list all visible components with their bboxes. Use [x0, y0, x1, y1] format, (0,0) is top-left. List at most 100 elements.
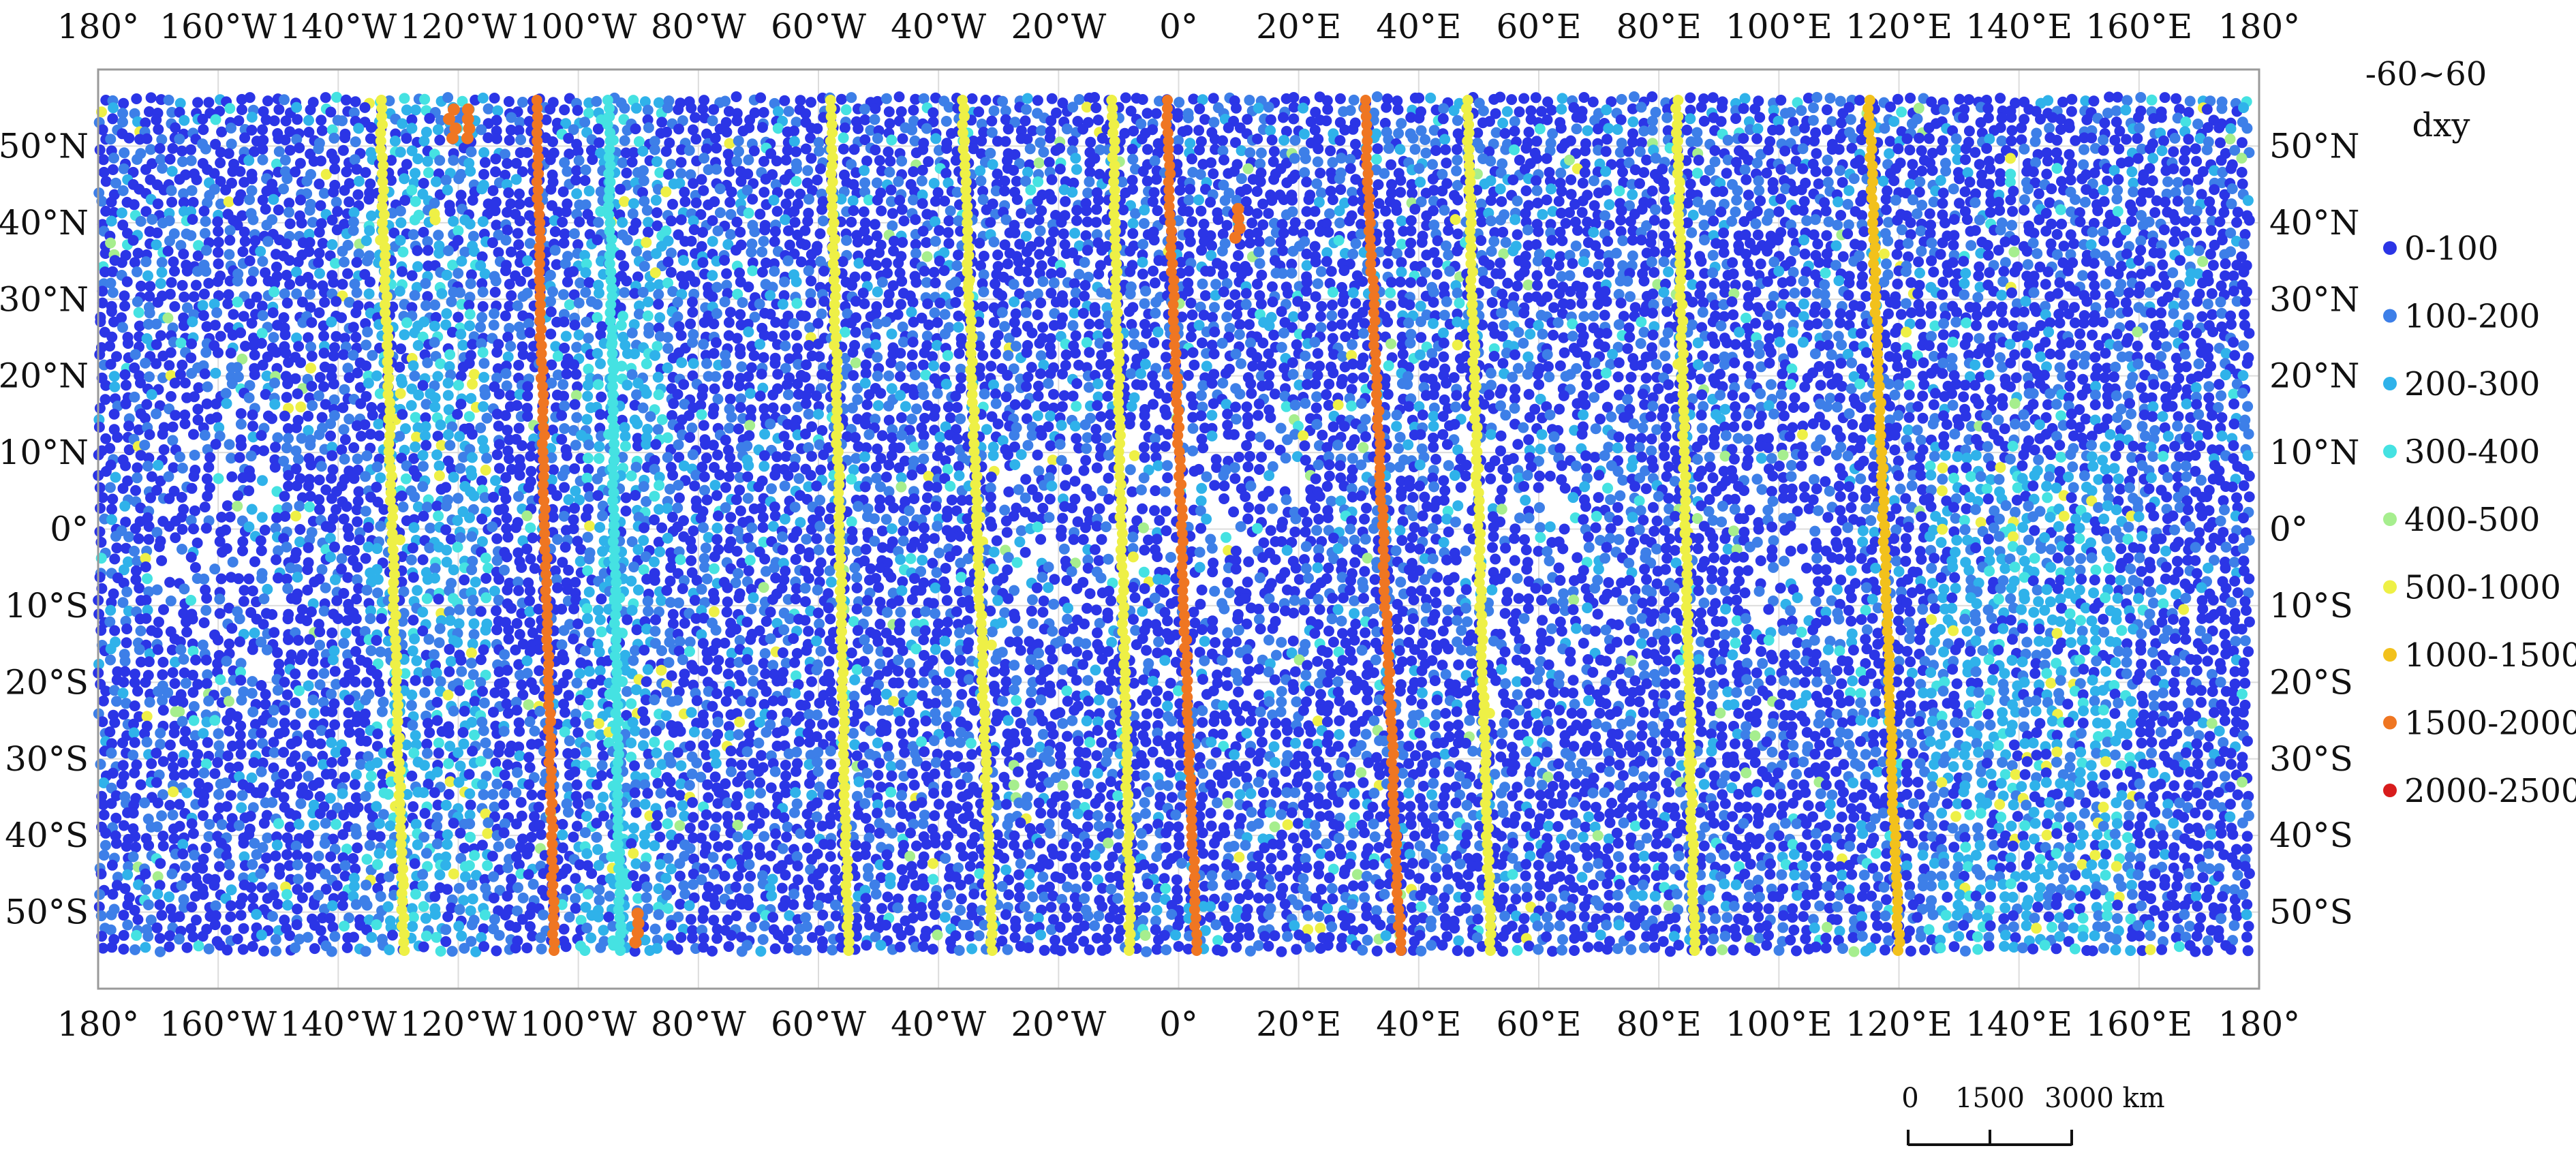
data-dot [2184, 275, 2196, 287]
data-dot [1027, 125, 1039, 136]
data-dot [1236, 358, 1246, 369]
data-dot [1845, 114, 1856, 125]
data-dot [1544, 175, 1556, 187]
data-dot [1197, 94, 1208, 106]
data-dot [2074, 328, 2085, 339]
data-dot [503, 96, 515, 107]
data-dot [1185, 331, 1197, 343]
data-dot [1617, 166, 1628, 178]
data-dot [1960, 154, 1971, 166]
data-dot [412, 245, 423, 256]
data-dot [2062, 265, 2074, 277]
data-dot [1830, 240, 1842, 251]
data-dot [1182, 125, 1193, 136]
data-dot [1969, 225, 1981, 236]
data-dot [1578, 92, 1590, 103]
data-dot [2179, 166, 2191, 177]
data-dot [464, 320, 476, 332]
data-dot [1913, 256, 1925, 268]
data-dot [1196, 245, 1208, 256]
data-dot [2064, 337, 2075, 348]
data-dot [999, 321, 1011, 333]
data-dot [1152, 205, 1163, 217]
data-dot [1545, 219, 1557, 230]
data-dot [477, 286, 489, 298]
data-dot [1011, 326, 1022, 338]
data-dot [306, 350, 318, 362]
data-dot [1923, 340, 1935, 352]
data-dot [2132, 153, 2144, 164]
data-dot [1251, 208, 1263, 219]
data-dot [1704, 165, 1715, 176]
data-dot [2238, 340, 2250, 352]
data-dot [1592, 166, 1604, 178]
data-dot [1661, 306, 1673, 318]
data-dot [1914, 176, 1926, 187]
data-dot [501, 179, 512, 190]
data-dot [2205, 205, 2217, 217]
data-dot [1601, 104, 1612, 116]
data-dot [685, 169, 696, 181]
data-dot [1935, 249, 1946, 260]
data-dot [144, 106, 155, 117]
data-dot [1287, 194, 1298, 206]
data-dot [521, 288, 533, 299]
data-dot [783, 106, 795, 117]
data-dot [1032, 95, 1043, 106]
data-dot [2005, 194, 2017, 206]
data-dot [1547, 128, 1559, 140]
data-dot [198, 288, 210, 300]
data-dot [512, 228, 523, 239]
data-dot [1837, 251, 1849, 262]
data-dot [1405, 337, 1416, 349]
data-dot [1032, 196, 1043, 206]
data-dot [361, 256, 373, 266]
data-dot [506, 112, 517, 123]
data-dot [1937, 237, 1948, 249]
data-dot [1895, 309, 1907, 320]
data-dot [930, 277, 941, 289]
data-dot [1148, 226, 1159, 238]
data-dot [2046, 112, 2058, 123]
data-dot [812, 174, 823, 186]
data-dot [1404, 247, 1415, 258]
data-dot [1877, 175, 1889, 187]
data-dot [2216, 177, 2228, 189]
data-dot [1993, 245, 2004, 256]
data-dot [291, 102, 303, 113]
data-dot [950, 297, 962, 308]
data-dot [547, 286, 558, 298]
data-dot [2099, 117, 2111, 129]
data-dot [2151, 195, 2162, 206]
data-dot [678, 279, 690, 290]
data-dot [1565, 189, 1577, 200]
data-dot [816, 204, 827, 215]
data-dot [2064, 165, 2075, 176]
data-dot [2205, 95, 2216, 107]
data-dot [988, 236, 1000, 248]
data-dot [1709, 145, 1721, 156]
data-dot [1221, 311, 1233, 323]
data-dot [1823, 216, 1835, 228]
data-dot [1289, 153, 1300, 164]
data-dot [1264, 236, 1276, 247]
data-dot [463, 358, 475, 369]
data-dot [1856, 260, 1868, 272]
data-dot [1636, 102, 1647, 113]
data-dot [870, 308, 882, 320]
data-dot [791, 163, 803, 174]
data-dot [2225, 123, 2237, 134]
data-dot [1762, 144, 1774, 155]
data-dot [1413, 163, 1425, 174]
data-dot [1785, 164, 1796, 175]
data-dot [1576, 337, 1588, 348]
data-dot [175, 337, 187, 349]
data-dot [679, 196, 691, 207]
data-dot [977, 194, 989, 205]
data-dot [1023, 276, 1034, 288]
data-dot [1627, 250, 1638, 262]
data-dot [1397, 348, 1409, 360]
data-dot [337, 279, 348, 290]
data-dot [1971, 320, 1982, 331]
data-dot [1142, 144, 1153, 155]
